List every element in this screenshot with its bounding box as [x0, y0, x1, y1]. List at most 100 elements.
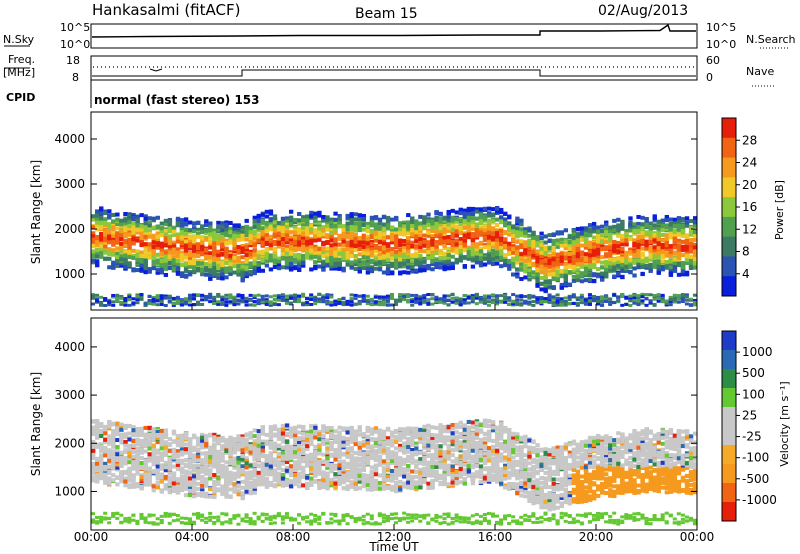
power-cell [426, 250, 431, 255]
power-cell [111, 251, 116, 256]
power-cell [430, 238, 435, 243]
power-cell [155, 225, 160, 230]
power-cell [486, 249, 492, 254]
power-cell [321, 214, 326, 219]
power-cell [490, 241, 496, 246]
power-cell [232, 295, 237, 299]
power-cell [398, 271, 403, 276]
power-cell [482, 262, 488, 267]
power-cell [212, 271, 217, 276]
power-cell [381, 215, 387, 220]
power-cell [495, 217, 500, 222]
power-cell [341, 251, 346, 256]
power-cell [539, 231, 544, 236]
power-cell [636, 261, 641, 266]
power-cell [539, 300, 544, 304]
power-cell [583, 243, 589, 248]
power-cell [430, 249, 435, 254]
power-cell [272, 220, 278, 225]
power-cell [333, 299, 338, 303]
power-cell [95, 227, 100, 232]
power-cell [600, 303, 605, 307]
power-cell [567, 295, 572, 299]
power-cell [244, 272, 249, 277]
power-cell [596, 239, 601, 244]
power-cell [91, 258, 96, 263]
power-cell [410, 258, 415, 263]
power-cell [571, 293, 576, 297]
power-cell [248, 255, 253, 260]
power-cell [434, 221, 439, 226]
power-cell [543, 270, 548, 275]
power-cell [288, 209, 294, 214]
power-cell [587, 303, 592, 307]
power-cell [628, 257, 633, 262]
power-cell [252, 236, 257, 241]
power-cell [454, 229, 459, 234]
power-cell [103, 229, 108, 234]
power-cell [208, 245, 213, 250]
power-cell [652, 238, 657, 243]
power-cell [478, 300, 483, 304]
power-cell [555, 293, 560, 297]
power-cell [272, 242, 278, 247]
power-cell [402, 259, 407, 264]
power-cell [563, 243, 569, 248]
power-cell [511, 272, 516, 277]
power-cell [95, 263, 100, 268]
power-cell [284, 247, 290, 252]
power-cell [179, 273, 185, 278]
power-cell [523, 266, 528, 271]
power-cell [353, 232, 358, 237]
power-cell [91, 254, 96, 259]
power-cell [220, 221, 225, 226]
power-cell [353, 225, 358, 230]
power-cell [381, 224, 387, 229]
nave-tick-top: 60 [706, 54, 720, 67]
power-cell [252, 260, 257, 265]
power-cell [418, 248, 423, 253]
power-cell [236, 259, 241, 264]
power-cell [604, 252, 609, 257]
power-cell [535, 242, 540, 247]
power-cell [107, 230, 112, 235]
power-cell [264, 302, 269, 306]
power-cell [179, 223, 185, 228]
power-cell [600, 271, 605, 276]
power-cell [519, 241, 524, 246]
power-cell [171, 247, 177, 252]
power-cell [394, 261, 399, 266]
power-cell [543, 251, 548, 256]
power-cell [240, 299, 245, 303]
power-cell [503, 297, 508, 301]
power-cell [192, 248, 197, 253]
power-cell [135, 219, 140, 224]
power-cell [664, 264, 670, 269]
power-cell [495, 250, 500, 255]
power-cell [612, 274, 617, 279]
power-cell [596, 299, 601, 303]
power-cell [365, 251, 371, 256]
power-cell [495, 209, 500, 214]
power-cell [474, 227, 480, 232]
power-cell [547, 248, 552, 253]
power-cell [236, 247, 241, 252]
power-cell [135, 216, 140, 221]
power-cell [495, 245, 500, 250]
power-cell [587, 277, 593, 282]
power-cell [539, 281, 544, 286]
power-cell [490, 251, 496, 256]
power-cell [183, 219, 189, 224]
power-cell [551, 303, 556, 307]
power-cell [555, 297, 560, 301]
power-cell [321, 241, 326, 246]
power-cell [406, 223, 411, 228]
power-cell [192, 293, 197, 297]
power-cell [438, 232, 443, 237]
power-cell [398, 242, 403, 247]
power-cell [103, 231, 108, 236]
power-cell [103, 303, 108, 307]
power-cell [418, 261, 423, 266]
power-cell [200, 249, 205, 254]
power-cell [555, 261, 560, 266]
